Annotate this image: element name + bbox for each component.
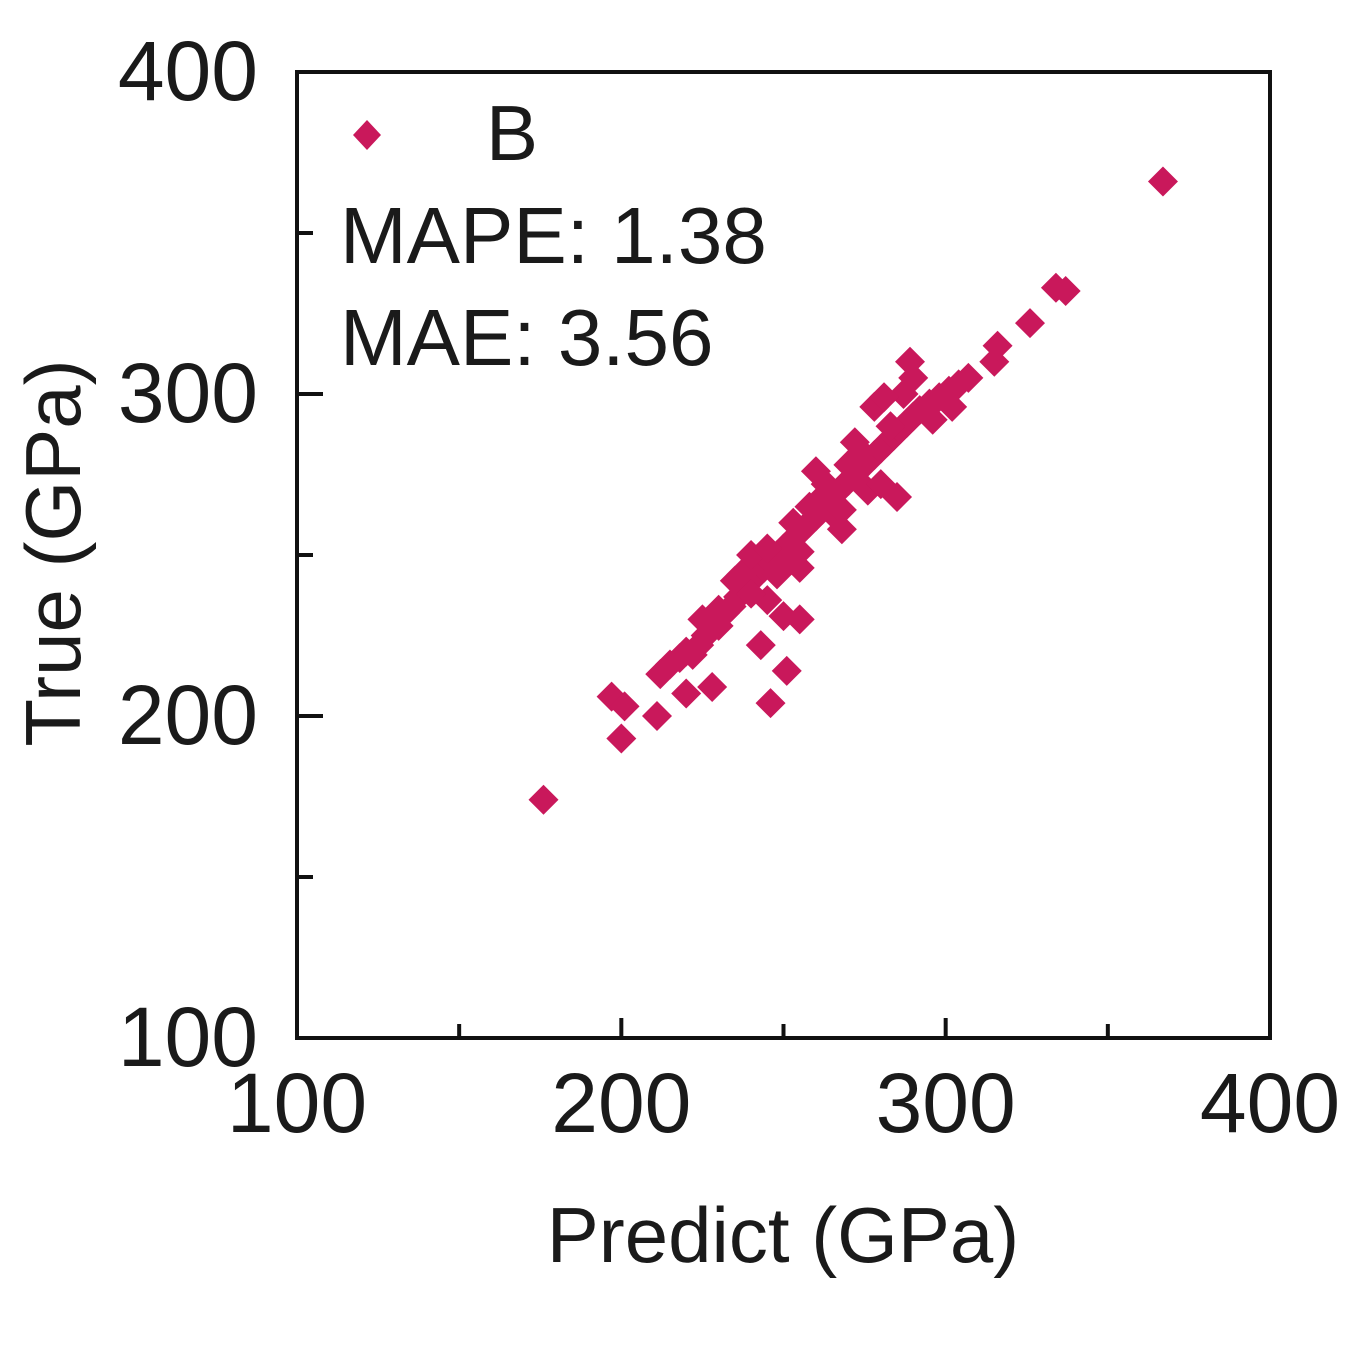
data-point [869,382,900,413]
data-point [755,688,786,719]
axis-tick-labels: 100 200 300 400 100 200 300 400 [118,24,1340,1150]
y-tick-label: 400 [118,24,258,118]
data-point [1147,166,1178,197]
data-point [606,723,637,754]
data-point [1050,275,1081,306]
data-point [894,346,925,377]
x-tick-label: 200 [551,1056,691,1150]
data-point [736,578,767,609]
x-axis-label: Predict (GPa) [547,1191,1019,1279]
data-point [826,494,857,525]
data-point [953,362,984,393]
data-point [937,391,968,422]
mae-annotation: MAE: 3.56 [340,293,714,382]
data-point [697,672,728,703]
legend-label-b: B [486,89,538,177]
x-tick-label: 300 [876,1056,1016,1150]
data-point [642,701,673,731]
y-axis-label: True (GPa) [9,359,97,746]
data-point [784,552,815,583]
data-point [810,469,841,500]
data-points [528,166,1178,815]
axis-ticks [297,231,1110,1038]
data-point [771,655,802,686]
data-point [882,482,913,513]
data-point [982,330,1013,361]
data-point [687,604,718,635]
x-tick-label: 100 [227,1056,367,1150]
y-tick-label: 200 [118,668,258,762]
data-point [762,559,793,590]
data-point [752,533,783,564]
data-point [875,411,906,442]
x-tick-label: 400 [1200,1056,1340,1150]
data-point [745,630,776,661]
data-point [671,678,702,709]
data-point [917,404,948,435]
data-point [826,514,857,545]
legend: B [353,89,538,177]
y-tick-label: 300 [118,346,258,440]
data-point [1014,308,1045,339]
data-point [839,427,870,458]
data-point [609,691,640,722]
data-point [784,536,815,567]
y-tick-label: 100 [118,990,258,1084]
data-point [528,784,559,815]
mape-annotation: MAPE: 1.38 [340,191,767,280]
legend-marker-diamond [353,120,381,150]
data-point [768,601,799,632]
data-point [778,507,809,538]
